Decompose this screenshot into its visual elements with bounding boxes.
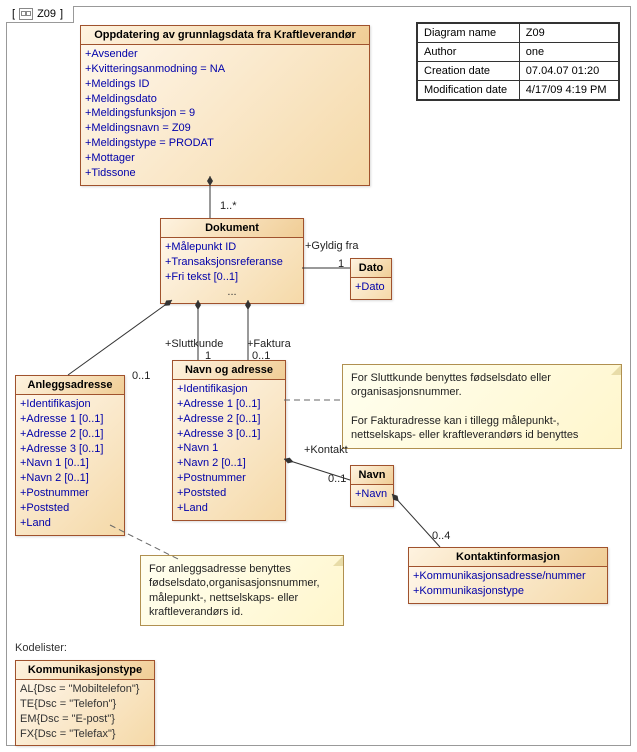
class-attr: +Adresse 2 [0..1] (177, 412, 281, 427)
class-attr: +Navn 1 [0..1] (20, 456, 120, 471)
assoc-mult-1star: 1..* (220, 200, 237, 212)
class-dokument: Dokument+Målepunkt ID+Transaksjonsrefera… (160, 218, 304, 304)
class-navn: Navn +Navn (350, 465, 394, 507)
kodelister-label: Kodelister: (15, 642, 67, 654)
class-attr: +Kommunikasjonstype (413, 584, 603, 599)
class-title: Kommunikasjonstype (16, 661, 154, 680)
class-attr: +Kvitteringsanmodning = NA (85, 62, 365, 77)
class-attr: +Avsender (85, 47, 365, 62)
class-title: Dato (351, 259, 391, 278)
class-attr: +Transaksjonsreferanse (165, 255, 299, 270)
class-attr: +Kommunikasjonsadresse/nummer (413, 569, 603, 584)
note-line: For Fakturadresse kan i tillegg målepunk… (351, 414, 613, 443)
class-navn-og-adresse: Navn og adresse+Identifikasjon+Adresse 1… (172, 360, 286, 521)
class-attr: +Fri tekst [0..1] (165, 270, 299, 285)
class-kommunikasjonstype: KommunikasjonstypeAL{Dsc = "Mobiltelefon… (15, 660, 155, 746)
meta-value: 4/17/09 4:19 PM (519, 81, 619, 101)
class-attr: AL{Dsc = "Mobiltelefon"} (20, 682, 150, 697)
assoc-mult-anlegg: 0..1 (132, 370, 150, 382)
class-attr: +Navn 2 [0..1] (20, 471, 120, 486)
class-attr: +Land (20, 516, 120, 531)
class-attr: +Identifikasjon (20, 397, 120, 412)
meta-table: Diagram nameZ09AuthoroneCreation date07.… (416, 22, 620, 101)
assoc-role-gyldig-fra: +Gyldig fra (305, 240, 359, 252)
class-attr: +Dato (355, 280, 387, 295)
meta-key: Author (417, 43, 519, 62)
class-attrs: +Identifikasjon+Adresse 1 [0..1]+Adresse… (16, 395, 124, 535)
note-line: For Sluttkunde benyttes fødselsdato elle… (351, 371, 613, 400)
class-kontaktinformasjon: Kontaktinformasjon+Kommunikasjonsadresse… (408, 547, 608, 604)
meta-key: Modification date (417, 81, 519, 101)
class-attr: +Navn (355, 487, 389, 502)
assoc-mult-kontakt-from: 0..1 (328, 473, 346, 485)
class-title: Navn og adresse (173, 361, 285, 380)
class-attr: +Adresse 3 [0..1] (177, 427, 281, 442)
meta-value: 07.04.07 01:20 (519, 62, 619, 81)
class-attr: +Poststed (20, 501, 120, 516)
assoc-mult-kontakt-to: 0..4 (432, 530, 450, 542)
class-attr: +Identifikasjon (177, 382, 281, 397)
class-attr: +Meldingstype = PRODAT (85, 136, 365, 151)
class-attrs: +Kommunikasjonsadresse/nummer+Kommunikas… (409, 567, 607, 603)
class-dato: Dato +Dato (350, 258, 392, 300)
class-attr: +Tidssone (85, 166, 365, 181)
class-attr: +Navn 1 (177, 441, 281, 456)
note-line: For anleggsadresse benyttes fødselsdato,… (149, 562, 335, 619)
class-attrs: +Dato (351, 278, 391, 299)
class-title: Anleggsadresse (16, 376, 124, 395)
assoc-mult-1-dato: 1 (338, 258, 344, 270)
meta-value: Z09 (519, 23, 619, 43)
class-attr: +Meldingsdato (85, 92, 365, 107)
class-anleggsadresse: Anleggsadresse+Identifikasjon+Adresse 1 … (15, 375, 125, 536)
class-attr: +Adresse 3 [0..1] (20, 442, 120, 457)
diagram-tab: [ Z09 ] (6, 6, 74, 23)
class-attr: +Navn 2 [0..1] (177, 456, 281, 471)
class-attr: +Postnummer (177, 471, 281, 486)
class-attr: +Målepunkt ID (165, 240, 299, 255)
package-icon (19, 8, 33, 20)
assoc-mult-sluttkunde: 1 (205, 350, 211, 362)
class-title: Kontaktinformasjon (409, 548, 607, 567)
class-attr: +Mottager (85, 151, 365, 166)
class-title: Navn (351, 466, 393, 485)
class-attr: +Adresse 1 [0..1] (177, 397, 281, 412)
assoc-mult-faktura: 0..1 (252, 350, 270, 362)
class-title: Dokument (161, 219, 303, 238)
note-sluttkunde-faktura: For Sluttkunde benyttes fødselsdato elle… (342, 364, 622, 449)
class-attr: +Meldingsnavn = Z09 (85, 121, 365, 136)
class-attrs: +Identifikasjon+Adresse 1 [0..1]+Adresse… (173, 380, 285, 520)
class-attr: +Meldings ID (85, 77, 365, 92)
assoc-role-faktura: +Faktura (247, 338, 291, 350)
class-attr: TE{Dsc = "Telefon"} (20, 697, 150, 712)
class-attr: +Adresse 2 [0..1] (20, 427, 120, 442)
class-attrs: +Navn (351, 485, 393, 506)
class-attr: +Land (177, 501, 281, 516)
assoc-role-kontakt: +Kontakt (304, 444, 348, 456)
class-attr: EM{Dsc = "E-post"} (20, 712, 150, 727)
class-attr: +Postnummer (20, 486, 120, 501)
meta-key: Diagram name (417, 23, 519, 43)
meta-value: one (519, 43, 619, 62)
class-title: Oppdatering av grunnlagsdata fra Kraftle… (81, 26, 369, 45)
class-attr: ... (165, 285, 299, 300)
class-attr: +Poststed (177, 486, 281, 501)
class-attr: +Meldingsfunksjon = 9 (85, 106, 365, 121)
class-attrs: AL{Dsc = "Mobiltelefon"}TE{Dsc = "Telefo… (16, 680, 154, 745)
note-anleggsadresse: For anleggsadresse benyttes fødselsdato,… (140, 555, 344, 626)
class-attrs: +Målepunkt ID+Transaksjonsreferanse+Fri … (161, 238, 303, 303)
assoc-role-sluttkunde: +Sluttkunde (165, 338, 223, 350)
tab-label: Z09 (37, 8, 56, 20)
class-oppdatering: Oppdatering av grunnlagsdata fra Kraftle… (80, 25, 370, 186)
class-attrs: +Avsender+Kvitteringsanmodning = NA+Meld… (81, 45, 369, 185)
class-attr: +Adresse 1 [0..1] (20, 412, 120, 427)
meta-key: Creation date (417, 62, 519, 81)
class-attr: FX{Dsc = "Telefax"} (20, 727, 150, 742)
